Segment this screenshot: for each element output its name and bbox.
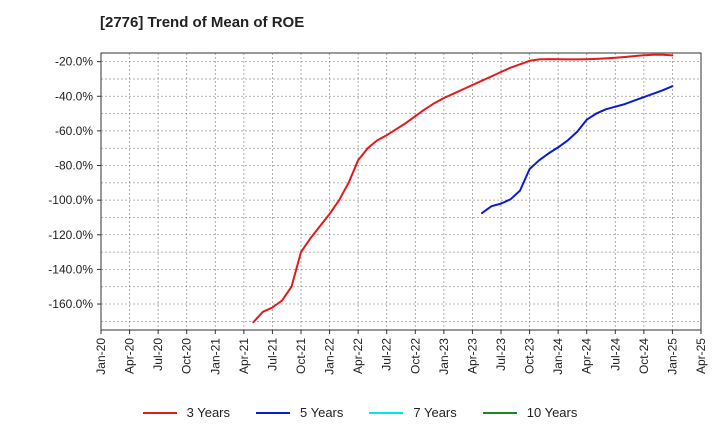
y-axis-ticks: -20.0% -40.0% -60.0% -80.0% -100.0% -120.0% -1… bbox=[48, 55, 101, 311]
legend-label: 10 Years bbox=[526, 405, 578, 420]
y-tick-label: -140.0% bbox=[48, 262, 93, 276]
x-tick-label: Oct-21 bbox=[294, 338, 308, 374]
legend-swatch bbox=[482, 411, 517, 414]
x-tick-label: Apr-24 bbox=[580, 338, 594, 374]
x-tick-label: Jul-23 bbox=[494, 338, 508, 371]
x-tick-label: Jan-22 bbox=[323, 338, 337, 375]
x-tick-label: Jul-22 bbox=[380, 338, 394, 371]
plot-area-frame bbox=[100, 52, 702, 331]
legend-label: 3 Years bbox=[186, 405, 230, 420]
x-tick-label: Oct-22 bbox=[408, 338, 422, 374]
y-tick-label: -160.0% bbox=[48, 297, 93, 311]
x-tick-label: Jul-21 bbox=[265, 338, 279, 371]
y-tick-label: -40.0% bbox=[55, 89, 93, 103]
legend-item: 10 Years bbox=[482, 405, 578, 420]
legend-label: 5 Years bbox=[300, 405, 344, 420]
legend-item: 3 Years bbox=[142, 405, 230, 420]
x-tick-label: Jan-24 bbox=[551, 338, 565, 375]
x-tick-label: Apr-22 bbox=[351, 338, 365, 374]
x-tick-label: Apr-25 bbox=[694, 338, 708, 374]
series-line-3-years bbox=[252, 53, 674, 324]
x-tick-label: Jan-20 bbox=[94, 338, 108, 375]
grid-lines bbox=[100, 53, 702, 330]
y-tick-label: -60.0% bbox=[55, 124, 93, 138]
x-tick-label: Oct-24 bbox=[637, 338, 651, 374]
legend-item: 5 Years bbox=[256, 405, 343, 420]
y-tick-label: -100.0% bbox=[48, 193, 93, 207]
legend-swatch bbox=[256, 411, 290, 414]
legend-label: 7 Years bbox=[413, 405, 457, 420]
x-tick-label: Oct-20 bbox=[180, 338, 194, 374]
y-tick-label: -20.0% bbox=[55, 55, 93, 69]
y-tick-label: -80.0% bbox=[55, 159, 93, 173]
x-tick-label: Apr-20 bbox=[123, 338, 137, 374]
x-tick-label: Jul-24 bbox=[608, 338, 622, 371]
x-tick-label: Jan-21 bbox=[208, 338, 222, 375]
x-tick-label: Jul-20 bbox=[151, 338, 165, 371]
x-tick-label: Apr-23 bbox=[465, 338, 479, 374]
legend-swatch bbox=[142, 411, 177, 414]
x-tick-label: Jan-25 bbox=[665, 338, 679, 375]
legend-item: 7 Years bbox=[369, 405, 457, 420]
legend-swatch bbox=[369, 411, 404, 414]
x-axis-ticks: Jan-20 Apr-20 Jul-20 Oct-20 Jan-21 Apr-21 Jul-… bbox=[94, 330, 708, 375]
x-tick-label: Jan-23 bbox=[437, 338, 451, 375]
x-tick-label: Oct-23 bbox=[523, 338, 537, 374]
chart-title: [2776] Trend of Mean of ROE bbox=[100, 14, 305, 31]
x-tick-label: Apr-21 bbox=[237, 338, 251, 374]
legend: 3 Years 5 Years 7 Years 10 Years bbox=[0, 405, 720, 420]
y-tick-label: -120.0% bbox=[48, 228, 93, 242]
series-lines bbox=[252, 53, 674, 324]
series-line-5-years bbox=[481, 85, 674, 215]
